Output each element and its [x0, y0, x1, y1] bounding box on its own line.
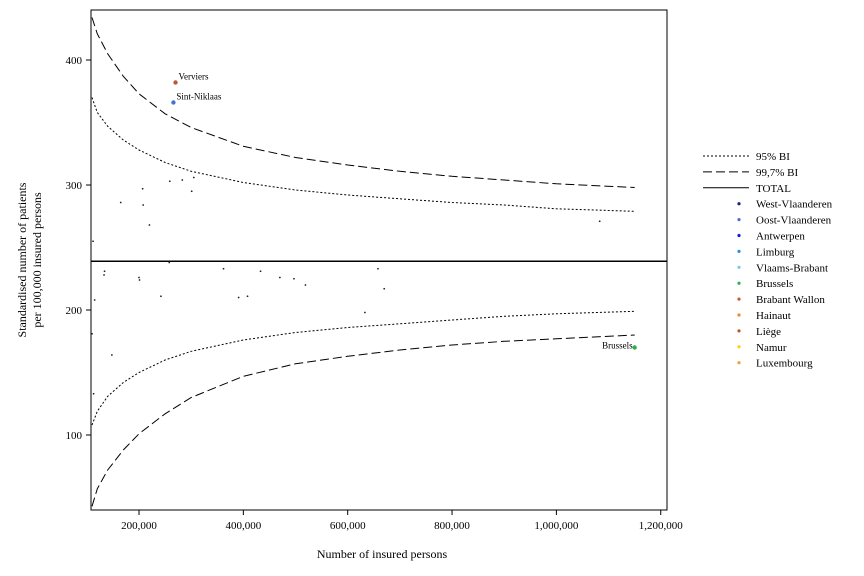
- data-point: [632, 345, 637, 350]
- y-axis-title-line-1: Standardised number of patients: [15, 182, 29, 337]
- data-point: [181, 179, 184, 181]
- x-tick-label: 600,000: [330, 520, 366, 532]
- data-point: [168, 261, 171, 264]
- data-point: [190, 190, 193, 193]
- legend-entry: Hainaut: [756, 310, 791, 322]
- data-point: [237, 296, 240, 299]
- y-axis-title-line-2: per 100,000 insured persons: [30, 192, 44, 328]
- legend-entry: Liège: [756, 326, 781, 338]
- data-point: [168, 180, 171, 183]
- data-point: [91, 332, 93, 335]
- data-points: [91, 80, 637, 395]
- point-label-sint-niklaas: Sint-Niklaas: [176, 92, 221, 102]
- y-axis-title: Standardised number of patients per 100,…: [15, 182, 44, 337]
- data-point: [92, 392, 95, 395]
- legend-entry: Antwerpen: [756, 231, 805, 243]
- legend-entry: Brabant Wallon: [756, 294, 825, 306]
- ci997-lower-curve: [91, 334, 635, 507]
- legend-swatch-dot: [737, 218, 741, 222]
- data-point: [93, 299, 96, 301]
- data-point: [142, 204, 145, 206]
- x-axis-title: Number of insured persons: [317, 547, 448, 561]
- data-point: [103, 274, 105, 276]
- data-point: [246, 295, 249, 298]
- legend-entry: Brussels: [756, 278, 793, 290]
- x-tick-label: 800,000: [434, 520, 470, 532]
- data-point: [222, 267, 225, 270]
- legend: 95% BI 99,7% BI TOTAL West-Vlaanderen Oost-V…: [703, 151, 833, 370]
- data-point: [138, 276, 140, 279]
- data-point: [304, 284, 307, 286]
- legend-swatch-dot: [737, 233, 741, 238]
- y-tick-label: 300: [66, 180, 83, 192]
- legend-swatch-dot: [737, 313, 741, 317]
- legend-swatch-dot: [737, 329, 741, 333]
- ci997-upper-curve: [91, 17, 635, 188]
- x-tick-label: 200,000: [121, 520, 157, 532]
- legend-swatch-dot: [737, 297, 741, 301]
- x-tick-label: 1,200,000: [639, 520, 684, 532]
- plot-area: Verviers Sint-Niklaas Brussels: [90, 9, 668, 511]
- legend-swatch-dot: [737, 361, 741, 365]
- point-label-brussels: Brussels: [602, 341, 633, 351]
- legend-entry: Limburg: [756, 246, 795, 258]
- data-point: [293, 277, 295, 280]
- data-point: [173, 80, 178, 85]
- data-point: [598, 220, 601, 223]
- y-axis: 100 200 300 400: [66, 55, 91, 442]
- data-point: [377, 267, 379, 270]
- legend-entry: Namur: [756, 342, 787, 354]
- x-axis: 200,000 400,000 600,000 800,000 1,000,000 1,2…: [121, 510, 683, 532]
- legend-swatch-dot: [737, 249, 741, 253]
- confidence-curves: [91, 17, 635, 507]
- data-point: [160, 295, 162, 298]
- data-point: [383, 287, 386, 290]
- legend-entry: Vlaams-Brabant: [756, 262, 828, 274]
- data-point: [141, 187, 144, 190]
- data-point: [148, 224, 151, 226]
- point-labels: Verviers Sint-Niklaas Brussels: [176, 72, 633, 351]
- legend-entry: Oost-Vlaanderen: [756, 215, 832, 227]
- ci95-lower-curve: [91, 310, 635, 426]
- ci95-upper-curve: [91, 97, 635, 212]
- data-point: [103, 270, 106, 273]
- plot-frame: [90, 9, 668, 511]
- y-tick-label: 100: [66, 430, 83, 442]
- legend-swatch-dot: [737, 281, 741, 285]
- data-point: [119, 201, 122, 204]
- y-tick-label: 200: [66, 305, 83, 317]
- legend-swatch-dot: [737, 265, 741, 269]
- data-point: [364, 311, 366, 314]
- data-point: [138, 279, 141, 281]
- legend-entry: West-Vlaanderen: [756, 199, 833, 211]
- legend-entry: 95% BI: [756, 151, 790, 163]
- legend-entry: Luxembourg: [756, 358, 813, 370]
- legend-entry: TOTAL: [756, 183, 791, 195]
- data-point: [171, 100, 176, 105]
- data-point: [259, 270, 262, 273]
- point-label-verviers: Verviers: [179, 72, 209, 82]
- legend-swatch-dot: [737, 345, 741, 349]
- data-point: [192, 176, 195, 179]
- y-tick-label: 400: [66, 55, 83, 67]
- x-tick-label: 1,000,000: [534, 520, 579, 532]
- data-point: [278, 276, 281, 279]
- data-point: [110, 354, 113, 356]
- data-point: [92, 240, 94, 243]
- legend-entry: 99,7% BI: [756, 167, 799, 179]
- x-tick-label: 400,000: [225, 520, 261, 532]
- legend-swatch-dot: [737, 202, 741, 206]
